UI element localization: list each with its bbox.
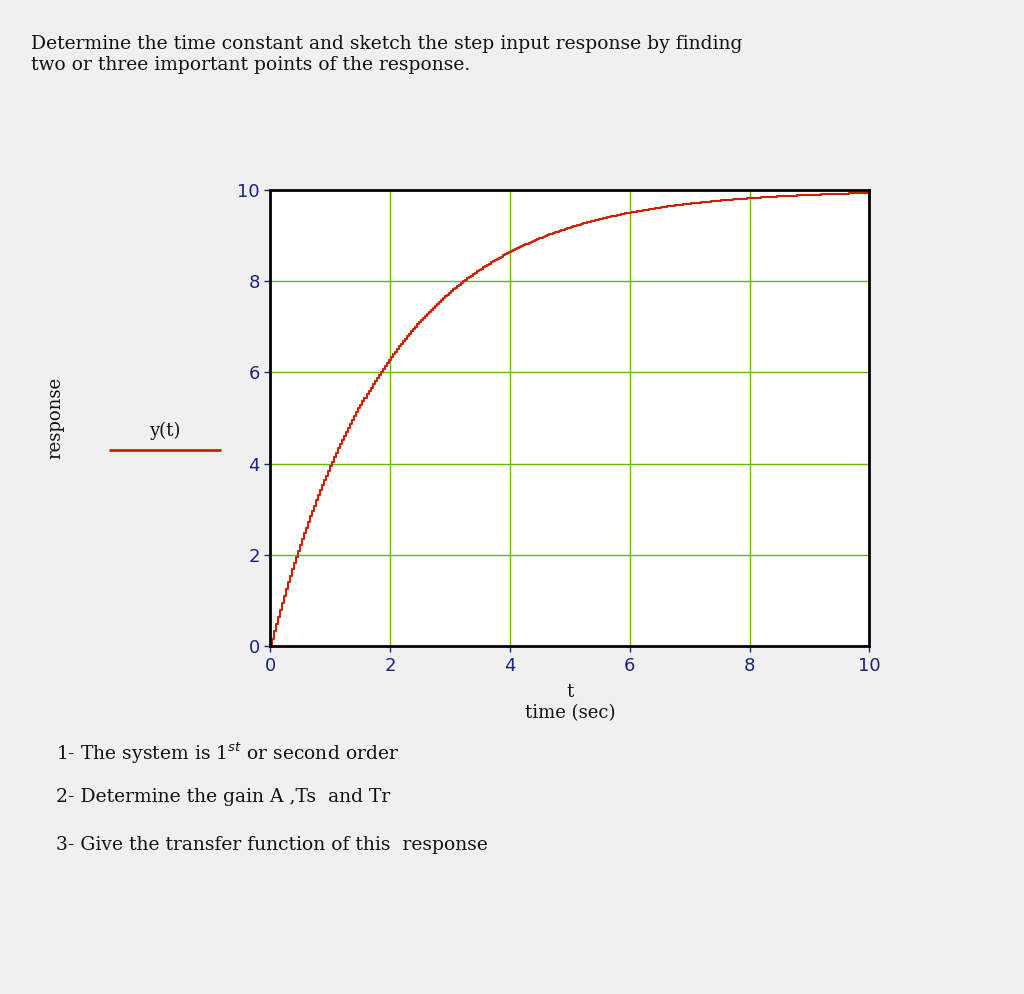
Text: 1- The system is 1$^{st}$ or second order: 1- The system is 1$^{st}$ or second orde… [56, 741, 399, 766]
Text: 3- Give the transfer function of this  response: 3- Give the transfer function of this re… [56, 836, 488, 854]
Text: Determine the time constant and sketch the step input response by finding
two or: Determine the time constant and sketch t… [31, 35, 742, 74]
Text: response: response [46, 377, 65, 458]
Text: 2- Determine the gain A ,Ts  and Tr: 2- Determine the gain A ,Ts and Tr [56, 788, 390, 806]
Text: y(t): y(t) [150, 421, 180, 439]
X-axis label: t
time (sec): t time (sec) [524, 683, 615, 722]
